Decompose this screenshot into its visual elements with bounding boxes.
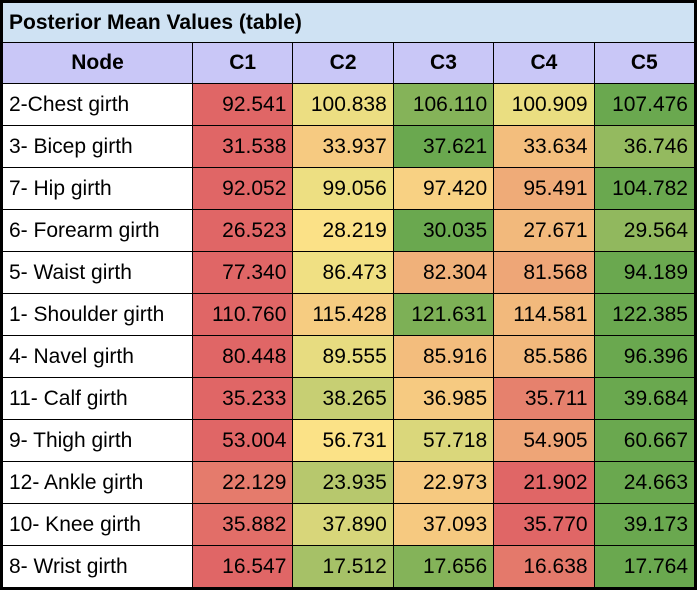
value-cell: 99.056 bbox=[292, 167, 394, 210]
table-row: 3- Bicep girth 31.538 33.937 37.621 33.634 36… bbox=[2, 125, 696, 168]
column-header-c2: C2 bbox=[292, 42, 394, 84]
value-cell: 77.340 bbox=[191, 251, 294, 294]
row-label: 7- Hip girth bbox=[2, 167, 193, 210]
row-label: 9- Thigh girth bbox=[2, 419, 193, 462]
value-cell: 37.621 bbox=[392, 125, 495, 168]
value-cell: 53.004 bbox=[191, 419, 294, 462]
value-cell: 106.110 bbox=[392, 83, 495, 126]
value-cell: 38.265 bbox=[292, 377, 394, 420]
value-cell: 35.711 bbox=[493, 377, 595, 420]
row-label: 12- Ankle girth bbox=[2, 461, 193, 504]
value-cell: 17.512 bbox=[292, 545, 394, 588]
value-cell: 104.782 bbox=[593, 167, 696, 210]
table-row: 11- Calf girth 35.233 38.265 36.985 35.711 39… bbox=[2, 377, 696, 420]
row-label: 1- Shoulder girth bbox=[2, 293, 193, 336]
value-cell: 57.718 bbox=[392, 419, 495, 462]
row-label: 8- Wrist girth bbox=[2, 545, 193, 588]
row-label: 11- Calf girth bbox=[2, 377, 193, 420]
value-cell: 35.770 bbox=[493, 503, 595, 546]
value-cell: 85.586 bbox=[493, 335, 595, 378]
row-label: 6- Forearm girth bbox=[2, 209, 193, 252]
value-cell: 92.541 bbox=[191, 83, 294, 126]
column-header-c3: C3 bbox=[392, 42, 495, 84]
value-cell: 110.760 bbox=[191, 293, 294, 336]
header-row: Node C1 C2 C3 C4 C5 bbox=[2, 42, 696, 84]
value-cell: 96.396 bbox=[593, 335, 696, 378]
value-cell: 37.093 bbox=[392, 503, 495, 546]
value-cell: 22.129 bbox=[191, 461, 294, 504]
table-body: 2-Chest girth 92.541 100.838 106.110 100.909… bbox=[2, 83, 696, 588]
value-cell: 89.555 bbox=[292, 335, 394, 378]
value-cell: 121.631 bbox=[392, 293, 495, 336]
value-cell: 27.671 bbox=[493, 209, 595, 252]
value-cell: 39.684 bbox=[593, 377, 696, 420]
table-row: 1- Shoulder girth 110.760 115.428 121.631 11… bbox=[2, 293, 696, 336]
value-cell: 21.902 bbox=[493, 461, 595, 504]
value-cell: 82.304 bbox=[392, 251, 495, 294]
value-cell: 36.746 bbox=[593, 125, 696, 168]
table-row: 12- Ankle girth 22.129 23.935 22.973 21.902 2… bbox=[2, 461, 696, 504]
title-row: Posterior Mean Values (table) bbox=[2, 2, 695, 43]
value-cell: 81.568 bbox=[493, 251, 595, 294]
row-label: 2-Chest girth bbox=[2, 83, 193, 126]
value-cell: 17.764 bbox=[593, 545, 696, 588]
value-cell: 39.173 bbox=[593, 503, 696, 546]
table-row: 10- Knee girth 35.882 37.890 37.093 35.770 39… bbox=[2, 503, 696, 546]
value-cell: 100.909 bbox=[493, 83, 595, 126]
value-cell: 28.219 bbox=[292, 209, 394, 252]
value-cell: 29.564 bbox=[593, 209, 696, 252]
row-label: 5- Waist girth bbox=[2, 251, 193, 294]
value-cell: 26.523 bbox=[191, 209, 294, 252]
value-cell: 33.634 bbox=[493, 125, 595, 168]
table-title: Posterior Mean Values (table) bbox=[2, 2, 695, 43]
value-cell: 94.189 bbox=[593, 251, 696, 294]
value-cell: 35.882 bbox=[191, 503, 294, 546]
table-row: 7- Hip girth 92.052 99.056 97.420 95.491 104.… bbox=[2, 167, 696, 210]
value-cell: 85.916 bbox=[392, 335, 495, 378]
value-cell: 86.473 bbox=[292, 251, 394, 294]
value-cell: 22.973 bbox=[392, 461, 495, 504]
column-header-node: Node bbox=[2, 42, 193, 84]
value-cell: 54.905 bbox=[493, 419, 595, 462]
value-cell: 107.476 bbox=[593, 83, 696, 126]
value-cell: 30.035 bbox=[392, 209, 495, 252]
value-cell: 60.667 bbox=[593, 419, 696, 462]
table-row: 4- Navel girth 80.448 89.555 85.916 85.586 96… bbox=[2, 335, 696, 378]
value-cell: 23.935 bbox=[292, 461, 394, 504]
value-cell: 56.731 bbox=[292, 419, 394, 462]
table-row: 8- Wrist girth 16.547 17.512 17.656 16.638 17… bbox=[2, 545, 696, 588]
table-row: 2-Chest girth 92.541 100.838 106.110 100.909… bbox=[2, 83, 696, 126]
value-cell: 122.385 bbox=[593, 293, 696, 336]
table-row: 5- Waist girth 77.340 86.473 82.304 81.568 94… bbox=[2, 251, 696, 294]
value-cell: 115.428 bbox=[292, 293, 394, 336]
value-cell: 33.937 bbox=[292, 125, 394, 168]
value-cell: 95.491 bbox=[493, 167, 595, 210]
value-cell: 17.656 bbox=[392, 545, 495, 588]
value-cell: 35.233 bbox=[191, 377, 294, 420]
row-label: 4- Navel girth bbox=[2, 335, 193, 378]
value-cell: 37.890 bbox=[292, 503, 394, 546]
value-cell: 92.052 bbox=[191, 167, 294, 210]
value-cell: 24.663 bbox=[593, 461, 696, 504]
value-cell: 36.985 bbox=[392, 377, 495, 420]
column-header-c1: C1 bbox=[191, 42, 294, 84]
value-cell: 100.838 bbox=[292, 83, 394, 126]
value-cell: 16.638 bbox=[493, 545, 595, 588]
value-cell: 97.420 bbox=[392, 167, 495, 210]
row-label: 3- Bicep girth bbox=[2, 125, 193, 168]
value-cell: 80.448 bbox=[191, 335, 294, 378]
column-header-c5: C5 bbox=[593, 42, 696, 84]
value-cell: 114.581 bbox=[493, 293, 595, 336]
table-row: 6- Forearm girth 26.523 28.219 30.035 27.671… bbox=[2, 209, 696, 252]
column-header-c4: C4 bbox=[493, 42, 595, 84]
table-row: 9- Thigh girth 53.004 56.731 57.718 54.905 60… bbox=[2, 419, 696, 462]
value-cell: 31.538 bbox=[191, 125, 294, 168]
value-cell: 16.547 bbox=[191, 545, 294, 588]
row-label: 10- Knee girth bbox=[2, 503, 193, 546]
